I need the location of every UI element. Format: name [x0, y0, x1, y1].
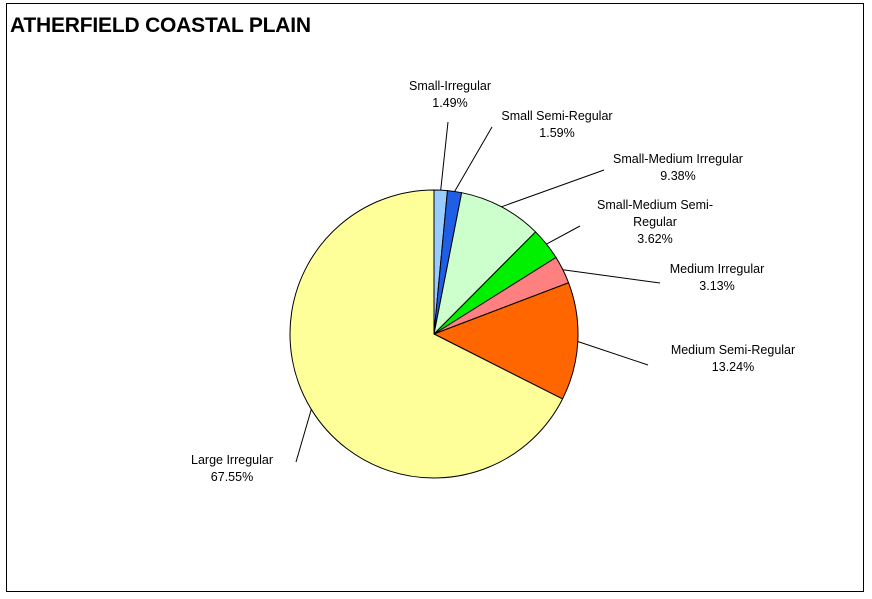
- pie-slices: [289, 189, 579, 479]
- leader-line: [501, 169, 605, 208]
- chart-title: ATHERFIELD COASTAL PLAIN: [10, 14, 311, 37]
- leader-line: [440, 121, 449, 191]
- slice-name-label: Large Irregular: [191, 453, 273, 467]
- leader-line: [546, 225, 581, 245]
- leader-line: [562, 269, 661, 284]
- leader-lines: [295, 121, 661, 463]
- slice-name-label: Medium Semi-Regular: [671, 343, 795, 357]
- slice-name-label: Small-Medium Semi-: [597, 198, 713, 212]
- slice-value-label: 1.59%: [539, 126, 574, 140]
- slice-value-label: 3.62%: [637, 232, 672, 246]
- slice-labels: Small-Irregular 1.49% Small Semi-Regular 1.…: [191, 79, 795, 484]
- slice-name-label: Medium Irregular: [670, 262, 764, 276]
- slice-name-label: Small-Medium Irregular: [613, 152, 743, 166]
- slice-value-label: 67.55%: [211, 470, 253, 484]
- leader-line: [454, 126, 493, 192]
- slice-value-label: 3.13%: [699, 279, 734, 293]
- slice-value-label: 9.38%: [660, 169, 695, 183]
- leader-line: [295, 409, 312, 463]
- pie-slice-small-medium-irregular: [433, 192, 537, 336]
- leader-line: [577, 341, 649, 366]
- slice-name-label: Small-Irregular: [409, 79, 491, 93]
- slice-name-label: Regular: [633, 215, 677, 229]
- slice-name-label: Small Semi-Regular: [501, 109, 612, 123]
- slice-value-label: 1.49%: [432, 96, 467, 110]
- slice-value-label: 13.24%: [712, 360, 754, 374]
